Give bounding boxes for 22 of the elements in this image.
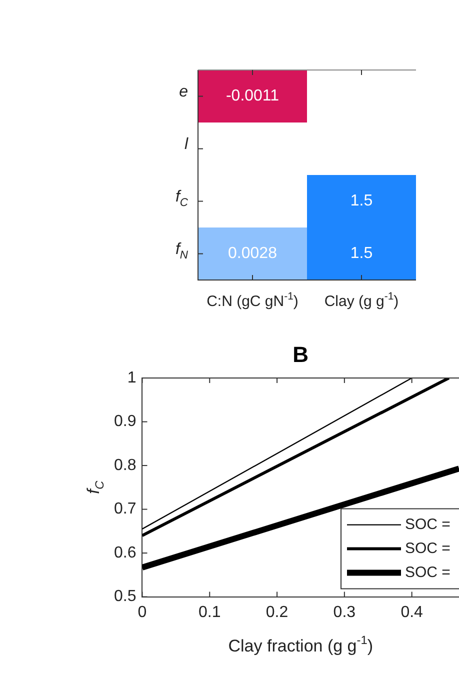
y-tick-label: 0.7: [114, 500, 136, 518]
y-tick-label: 0.9: [114, 413, 136, 430]
y-axis-title: fC: [84, 480, 107, 494]
x-tick-label: 0.1: [198, 604, 221, 621]
data-label: 0.0028: [228, 245, 278, 262]
data-label: 1.5: [350, 192, 373, 210]
chart-title: B: [292, 342, 309, 368]
data-label: -0.0011: [226, 88, 280, 105]
y-tick-label: 0.5: [114, 588, 136, 606]
y-tick-label: l: [184, 136, 188, 154]
data-label: 1.5: [350, 245, 373, 262]
x-tick-label: 0: [138, 604, 147, 621]
y-tick-label: 1: [127, 369, 136, 386]
x-tick-label: 0.4: [400, 604, 424, 621]
legend-label: SOC =: [405, 564, 451, 581]
x-tick-label: 0.3: [333, 604, 356, 621]
x-tick-label: 0.2: [266, 604, 288, 621]
legend-label: SOC =: [405, 540, 451, 557]
y-tick-label: 0.8: [114, 456, 136, 474]
y-tick-label: 0.6: [114, 544, 136, 562]
y-tick-label: e: [179, 84, 188, 101]
legend-label: SOC =: [405, 516, 451, 533]
